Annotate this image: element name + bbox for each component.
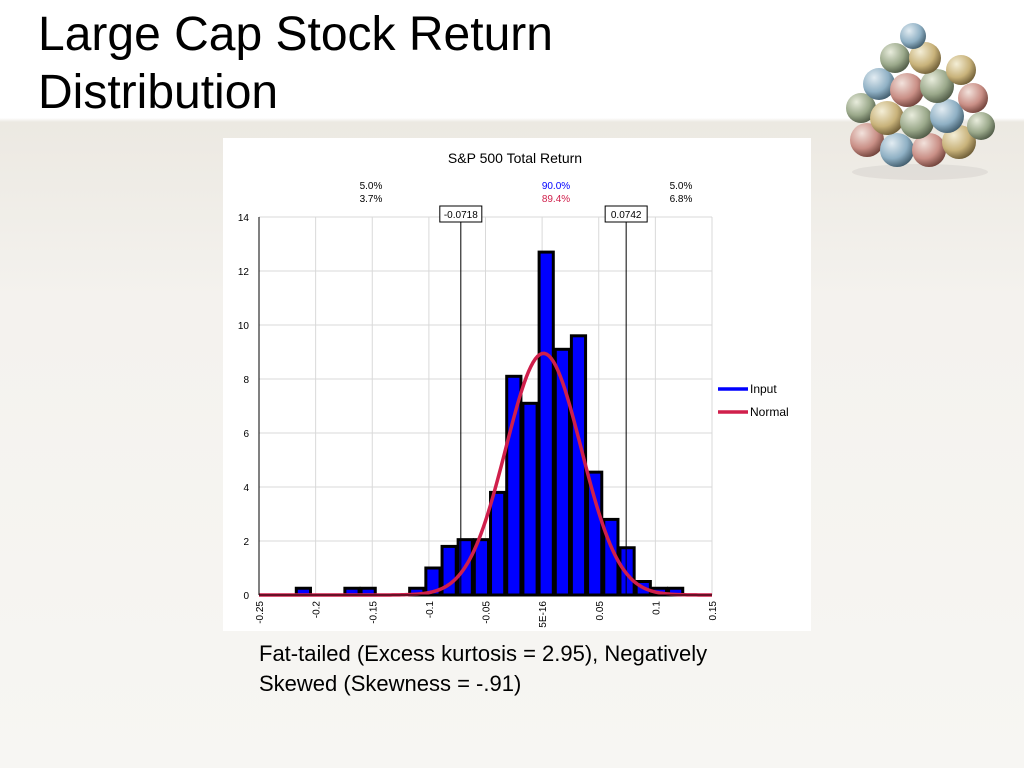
chart-title: S&P 500 Total Return (448, 150, 582, 166)
x-tick-label: -0.1 (425, 601, 436, 619)
legend-label: Normal (750, 405, 789, 419)
marker-label-box (439, 205, 483, 223)
legend: Input Normal (718, 382, 789, 419)
x-tick-label: -0.15 (368, 601, 379, 624)
x-tick-labels: -0.25 -0.2 -0.15 -0.1 -0.05 5E-16 0.05 0.1 0.15 (255, 601, 719, 628)
legend-label: Input (750, 382, 777, 396)
x-tick-label: 5E-16 (538, 601, 549, 628)
marker-label-box (604, 205, 648, 223)
region-label-input: 5.0% (670, 181, 693, 192)
y-tick-label: 0 (243, 591, 249, 602)
histogram-bar (569, 334, 588, 597)
x-tick-label: 0.1 (651, 601, 662, 615)
region-label-normal: 3.7% (360, 194, 383, 205)
region-label-normal: 89.4% (542, 194, 570, 205)
y-tick-label: 10 (238, 321, 250, 332)
histogram-bar (586, 470, 604, 597)
y-tick-label: 6 (243, 429, 249, 440)
x-tick-label: -0.05 (482, 601, 493, 624)
x-tick-label: 0.05 (595, 601, 606, 621)
caption-line-1: Fat-tailed (Excess kurtosis = 2.95), Neg… (259, 641, 708, 666)
slide-title-line-2: Distribution (38, 66, 279, 119)
x-tick-label: -0.25 (255, 601, 266, 624)
money-balls-icon (846, 23, 995, 180)
y-tick-labels: 0 2 4 6 8 10 12 14 (238, 213, 250, 602)
y-tick-label: 12 (238, 267, 250, 278)
x-tick-label: 0.15 (708, 601, 719, 621)
histogram-bar (505, 374, 523, 597)
region-label-input: 5.0% (360, 181, 383, 192)
marker-label: 0.0742 (611, 210, 642, 221)
histogram-bar (521, 401, 539, 597)
y-tick-label: 8 (243, 375, 249, 386)
marker-label: -0.0718 (444, 210, 478, 221)
region-probability-labels: 5.0% 3.7% 90.0% 89.4% 5.0% 6.8% (360, 181, 693, 205)
y-tick-label: 2 (243, 537, 249, 548)
percentile-markers: -0.0718 0.0742 (439, 205, 648, 595)
y-tick-label: 4 (243, 483, 249, 494)
chart-panel: -0.0718 0.0742 0 2 4 6 8 10 12 14 -0.25 -0.2 -0.15… (223, 138, 811, 631)
bars-input (294, 250, 685, 597)
caption-line-2: Skewed (Skewness = -.91) (259, 671, 522, 696)
y-tick-label: 14 (238, 213, 250, 224)
histogram-bar (489, 490, 507, 597)
histogram-bar (618, 546, 636, 597)
slide-title-line-1: Large Cap Stock Return (38, 8, 553, 61)
x-tick-label: -0.2 (312, 601, 323, 619)
slide-title: Large Cap Stock Return Distribution (38, 6, 758, 122)
slide-caption: Fat-tailed (Excess kurtosis = 2.95), Neg… (259, 639, 819, 699)
histogram-bar (537, 250, 555, 597)
region-label-normal: 6.8% (670, 194, 693, 205)
region-label-input: 90.0% (542, 181, 570, 192)
